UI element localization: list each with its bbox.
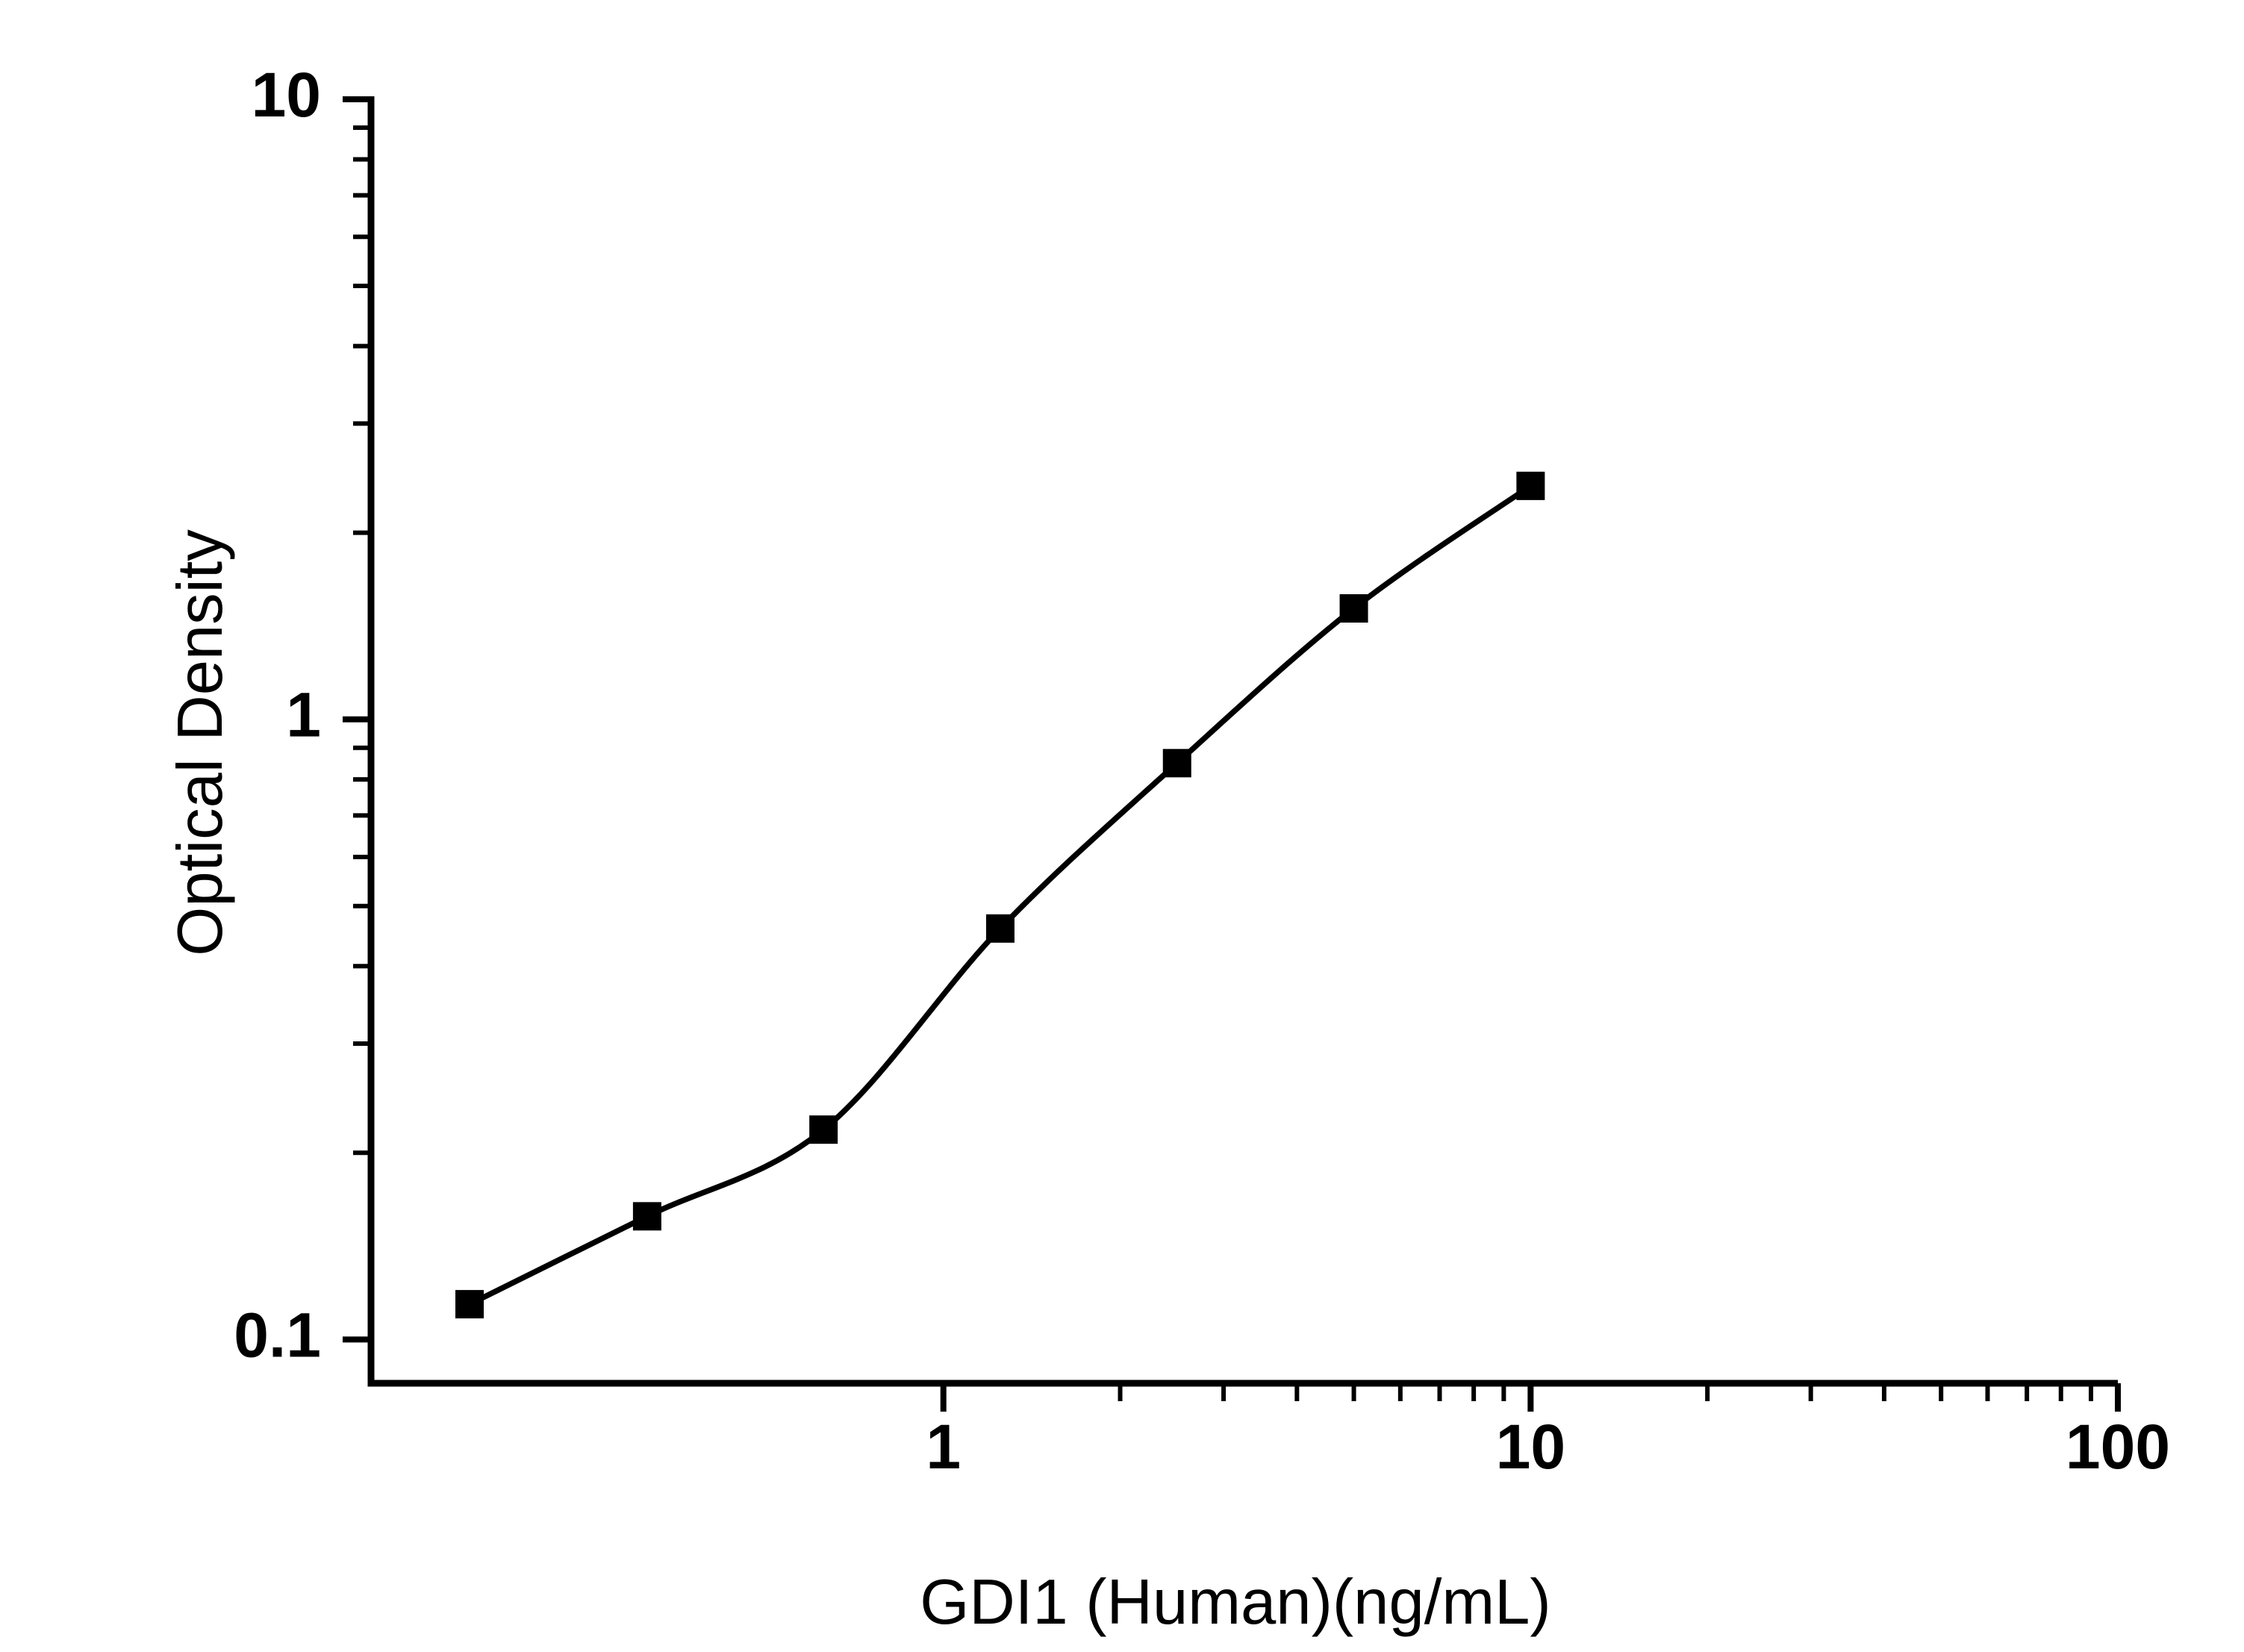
data-point-marker (1339, 594, 1368, 623)
x-tick-label: 10 (1496, 1412, 1565, 1482)
fit-curve (467, 483, 1534, 1307)
x-axis-title: GDI1 (Human)(ng/mL) (920, 1567, 1550, 1638)
x-tick-label: 1 (926, 1412, 961, 1482)
data-point-marker (1162, 749, 1191, 778)
y-axis-title: Optical Density (165, 529, 236, 956)
data-point-marker (809, 1115, 838, 1144)
y-tick-label: 1 (286, 680, 321, 750)
y-tick-label: 10 (252, 60, 321, 130)
data-point-marker (1516, 471, 1545, 500)
chart-layer: 1 10 100 0.1 1 10 (234, 60, 2170, 1482)
data-point-marker (985, 914, 1015, 943)
data-point-marker (455, 1290, 484, 1319)
data-point-marker (632, 1202, 661, 1231)
x-tick-label: 100 (2066, 1412, 2170, 1482)
y-tick-label: 0.1 (234, 1300, 321, 1370)
